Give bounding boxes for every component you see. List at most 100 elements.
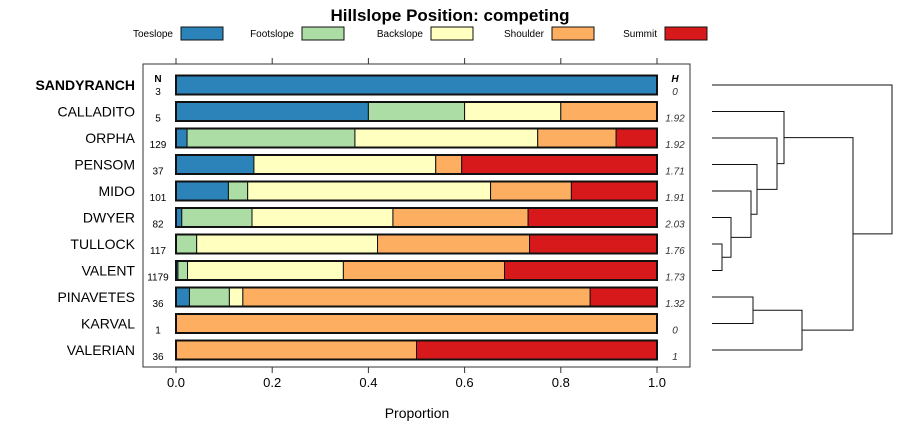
legend-swatch [430,26,474,41]
bar-outline [175,207,658,228]
h-header: H [671,74,679,85]
dendrogram-link [712,309,803,351]
x-axis: 0.0 0.2 0.4 0.6 0.8 1.0 [167,58,666,390]
dendrogram-link [712,243,723,271]
n-value: 1 [155,326,161,337]
bar-outline [175,339,658,361]
legend-label: Toeslope [133,29,173,40]
bar-segment-toeslope [175,154,255,175]
h-value: 1.92 [665,114,685,125]
legend-swatch [551,26,595,41]
bar-segment-toeslope [175,128,188,148]
bar-segment-footslope [175,234,198,254]
bar-outline [175,74,658,96]
bar-segment-toeslope [175,287,190,307]
category-label: VALENT [82,263,136,279]
bar-segment-backslope [187,260,344,281]
dendrogram-link [784,137,854,331]
n-value: 37 [152,167,164,178]
h-value: 1 [672,352,678,363]
dendrogram-link [712,84,893,235]
bar-segment-shoulder [377,234,531,254]
bar-outline [175,154,658,175]
category-label: VALERIAN [67,342,135,358]
dendrogram [712,84,893,351]
n-value: 3 [155,87,161,98]
h-value: 1.71 [665,167,684,178]
bar-segment-shoulder [392,207,529,228]
legend-label: Backslope [377,29,424,40]
bar-segment-footslope [177,260,189,281]
h-value: 1.92 [665,140,685,151]
bar-segment-shoulder [490,181,572,201]
plot-frame [142,63,691,368]
bar-outline [175,127,658,149]
bar-segment-shoulder [560,101,658,122]
h-value: 1.76 [665,246,685,257]
x-tick-label: 0.2 [263,375,281,390]
bar-segment-footslope [188,287,230,307]
category-label: PENSOM [74,157,135,173]
bar-outline [175,101,658,122]
legend-swatch [180,26,224,41]
n-header: N [154,74,161,85]
bar-segment-footslope [181,207,253,228]
legend: Toeslope Footslope Backslope Shoulder Summit [133,26,708,41]
n-value: 117 [150,246,166,257]
bar-outline [175,260,658,281]
bar-segment-summit [570,181,658,201]
n-value: 129 [150,140,167,151]
bar-outline [175,313,658,334]
x-axis-label: Proportion [385,405,450,421]
bar-segment-footslope [367,101,466,122]
bar-segment-summit [527,207,658,228]
bar-segment-summit [615,128,658,148]
bar-segment-shoulder [537,128,617,148]
x-tick-label: 0.8 [552,375,570,390]
h-value: 1.91 [665,193,684,204]
legend-label: Footslope [250,29,294,40]
bar-segment-toeslope [175,101,369,122]
bar-outline [175,233,658,255]
n-value: 101 [150,193,167,204]
bar-segment-backslope [196,234,379,254]
h-value: 2.03 [664,220,685,231]
bar-segment-backslope [464,101,562,122]
category-label: CALLADITO [57,104,135,120]
bar-segment-summit [416,340,658,360]
bar-segment-shoulder [242,287,591,307]
bar-segment-summit [589,287,658,307]
n-value: 1179 [147,273,169,284]
n-value: 5 [155,114,161,125]
dendrogram-link [712,137,778,190]
bar-segment-toeslope [175,75,658,95]
n-value: 82 [152,220,164,231]
chart-title: Hillslope Position: competing [331,6,570,25]
legend-swatch [664,26,708,41]
bar-outline [175,286,658,308]
bar-segment-footslope [227,181,249,201]
bar-segment-backslope [354,128,539,148]
category-label: ORPHA [85,130,135,146]
legend-label: Shoulder [504,29,545,40]
bar-segment-backslope [247,181,492,201]
bar-segment-shoulder [175,340,417,360]
n-value: 36 [152,352,164,363]
bar-rows: SANDYRANCH 3 0 CALLADITO 5 1.92 ORPHA 129 1.92 PE… [35,74,685,363]
h-value: 1.32 [665,299,685,310]
h-value: 0 [672,326,678,337]
bar-segment-summit [529,234,658,254]
h-value: 1.73 [665,273,685,284]
x-tick-label: 0.4 [359,375,377,390]
x-tick-label: 1.0 [648,375,666,390]
x-tick-label: 0.6 [456,375,474,390]
bar-segment-backslope [251,207,394,228]
bar-outline [175,180,658,202]
category-label: MIDO [98,183,135,199]
x-tick-label: 0.0 [167,375,185,390]
bar-segment-summit [461,154,658,175]
category-label: TULLOCK [70,236,135,252]
h-value: 0 [672,87,678,98]
category-label: KARVAL [81,316,135,332]
